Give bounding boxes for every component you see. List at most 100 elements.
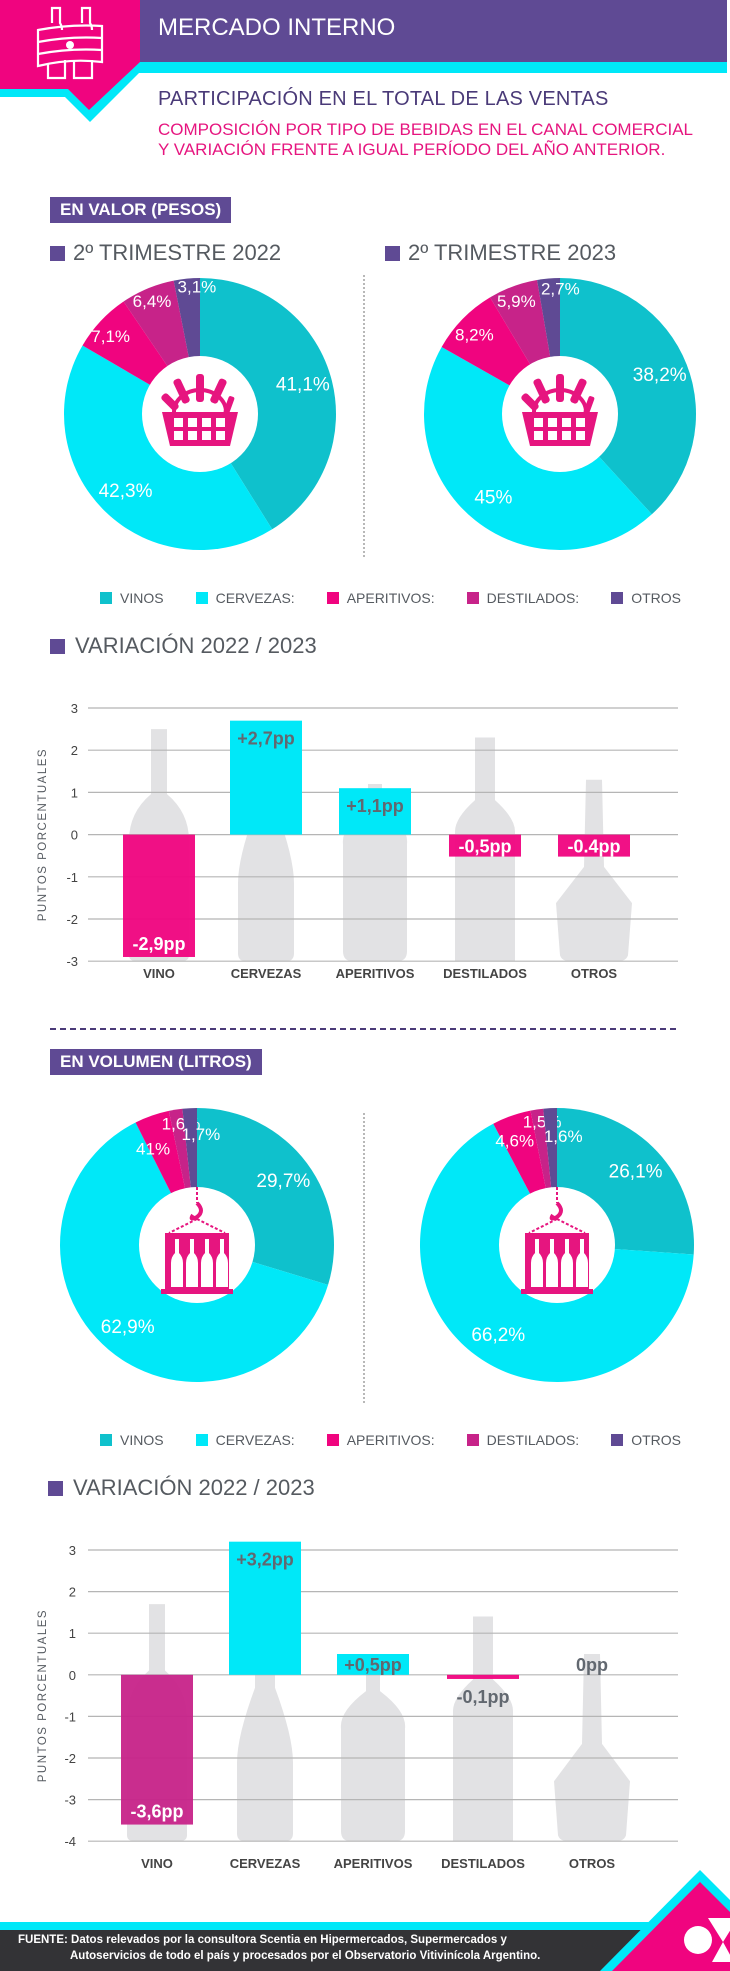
- legend-swatch-icon: [100, 592, 112, 604]
- x-category-label: OTROS: [569, 1856, 616, 1871]
- slice-label: 45%: [474, 488, 512, 509]
- valor-2023-label: 2º TRIMESTRE 2023: [408, 240, 617, 265]
- period-marker-icon: [385, 245, 400, 261]
- legend-item-destilados: DESTILADOS:: [466, 590, 580, 606]
- legend-swatch-icon: [326, 592, 339, 604]
- valor-2022-label: 2º TRIMESTRE 2022: [73, 240, 282, 265]
- x-category-label: DESTILADOS: [443, 966, 527, 981]
- y-tick-label: 1: [69, 1626, 76, 1641]
- y-tick-label: 3: [71, 701, 78, 716]
- bar-vino: [123, 834, 195, 957]
- header-banner: [140, 0, 727, 62]
- donut-volumen-2023: 26,1%66,2%4,6%1,5%1,6%: [420, 1108, 694, 1382]
- legend-label: DESTILADOS:: [486, 590, 580, 606]
- y-tick-label: -1: [66, 870, 78, 885]
- legend-item-aperitivos: APERITIVOS:: [326, 590, 435, 606]
- bar-value-label: -0,1pp: [456, 1687, 509, 1707]
- slice-label: 7,1%: [91, 327, 130, 346]
- bar-cervezas: [230, 720, 302, 835]
- volumen-variation-label: VARIACIÓN 2022 / 2023: [73, 1475, 315, 1500]
- header-stripe: [0, 62, 727, 73]
- valor-section-tag: EN VALOR (PESOS): [50, 197, 232, 223]
- legend-swatch-icon: [466, 592, 479, 604]
- source-note: FUENTE: Datos relevados por la consultor…: [18, 1932, 540, 1964]
- bottle-silhouette-icon: [237, 1654, 293, 1842]
- x-category-label: APERITIVOS: [334, 1856, 413, 1871]
- x-category-label: CERVEZAS: [231, 966, 302, 981]
- legend-label: CERVEZAS:: [215, 590, 295, 606]
- y-tick-label: -4: [64, 1834, 76, 1849]
- slice-label: 66,2%: [471, 1325, 525, 1346]
- bar-value-label: 0pp: [576, 1655, 608, 1675]
- volumen-bar-chart: 3 2 1 0 -1 -2 -3 -4 PUNTOS PORCENTUALES -3,6pp VIN…: [37, 1541, 678, 1871]
- legend-label: DESTILADOS:: [486, 1432, 580, 1448]
- slice-label: 6,4%: [133, 292, 172, 311]
- column-divider: [363, 275, 365, 557]
- bar-vino: [121, 1674, 193, 1825]
- y-axis-label: PUNTOS PORCENTUALES: [37, 1609, 49, 1782]
- slice-label: 2,7%: [541, 279, 580, 298]
- volumen-variation-title: VARIACIÓN 2022 / 2023: [48, 1475, 315, 1501]
- title-marker-icon: [50, 638, 65, 654]
- slice-label: 8,2%: [455, 325, 494, 344]
- donut-valor-2022: 41,1% 42,3% 7,1%6,4% 3,1%: [63, 278, 337, 550]
- section-subtitle: PARTICIPACIÓN EN EL TOTAL DE LAS VENTAS: [158, 88, 609, 110]
- footer-bar: [0, 1930, 700, 1971]
- legend-label: VINOS: [120, 590, 164, 606]
- slice-label: 41%: [136, 1139, 170, 1158]
- slice-label: 42,3%: [99, 481, 153, 502]
- legend-item-cervezas: CERVEZAS:: [195, 590, 295, 606]
- slice-label: 26,1%: [609, 1162, 663, 1183]
- bottle-silhouette-icon: [453, 1616, 513, 1842]
- legend-item-cervezas: CERVEZAS:: [195, 1432, 295, 1448]
- x-category-label: DESTILADOS: [441, 1856, 525, 1871]
- x-category-label: VINO: [141, 1856, 173, 1871]
- crane-crate-bottles-icon: [521, 1187, 593, 1294]
- legend-item-otros: OTROS: [611, 590, 681, 606]
- y-tick-label: 0: [69, 1668, 76, 1683]
- legend-item-aperitivos: APERITIVOS:: [326, 1432, 435, 1448]
- bottle-silhouette-icon: [340, 1670, 406, 1842]
- legend-item-vinos: VINOS: [100, 590, 164, 606]
- slice-label: 5,9%: [497, 292, 536, 311]
- bar-value-label: -0.4pp: [567, 837, 620, 857]
- donut-valor-2023: 38,2% 45% 8,2%5,9% 2,7%: [423, 278, 697, 551]
- y-tick-label: 2: [69, 1585, 76, 1600]
- legend-item-destilados: DESTILADOS:: [466, 1432, 580, 1448]
- basket-bottles-icon: [521, 374, 598, 446]
- bottle-silhouette-icon: [556, 779, 632, 962]
- source-line-2: Autoservicios de todo el país y procesad…: [70, 1950, 541, 1962]
- donut-slice-vinos: [200, 278, 337, 530]
- bar-value-label: -2,9pp: [132, 934, 185, 954]
- ov-logo-icon: [684, 1918, 730, 1962]
- legend-label: OTROS: [631, 1432, 681, 1448]
- y-tick-label: -3: [66, 954, 78, 969]
- basket-bottles-icon: [161, 374, 238, 446]
- y-tick-label: -3: [64, 1793, 76, 1808]
- valor-donuts: 41,1% 42,3% 7,1%6,4% 3,1% 38,2% 45% 8,2%5,9% 2…: [63, 278, 697, 551]
- legend-label: APERITIVOS:: [346, 1432, 435, 1448]
- bar-value-label: +0,5pp: [344, 1655, 402, 1675]
- legend-label: OTROS: [631, 590, 681, 606]
- slice-label: 3,1%: [178, 278, 217, 297]
- bottle-silhouette-icon: [554, 1654, 630, 1842]
- bar-value-label: -0,5pp: [458, 837, 511, 857]
- bar-destilados: [449, 834, 521, 857]
- crane-crate-bottles-icon: [161, 1187, 233, 1294]
- valor-bar-chart: 3 2 1 0 -1 -2 -3 PUNTOS PORCENTUALES -2,9pp VINO +…: [37, 701, 678, 981]
- description-line-2: Y VARIACIÓN FRENTE A IGUAL PERÍODO DEL A…: [158, 140, 666, 159]
- footer-logo-badge: [600, 1870, 730, 1971]
- bar-value-label: +1,1pp: [346, 796, 404, 816]
- x-category-label: VINO: [143, 966, 175, 981]
- valor-variation-title: VARIACIÓN 2022 / 2023: [50, 633, 317, 659]
- slice-label: 1,7%: [181, 1125, 220, 1144]
- legend-swatch-icon: [611, 592, 624, 604]
- valor-legend: VINOS CERVEZAS: APERITIVOS: DESTILADOS: …: [100, 590, 713, 606]
- column-divider: [363, 1113, 365, 1403]
- header-badge: [0, 0, 150, 122]
- bar-value-label: +2,7pp: [237, 729, 295, 749]
- section-separator: [50, 1028, 676, 1030]
- y-tick-label: 3: [69, 1543, 76, 1558]
- source-line-1: FUENTE: Datos relevados por la consultor…: [18, 1934, 507, 1946]
- legend-item-vinos: VINOS: [100, 1432, 164, 1448]
